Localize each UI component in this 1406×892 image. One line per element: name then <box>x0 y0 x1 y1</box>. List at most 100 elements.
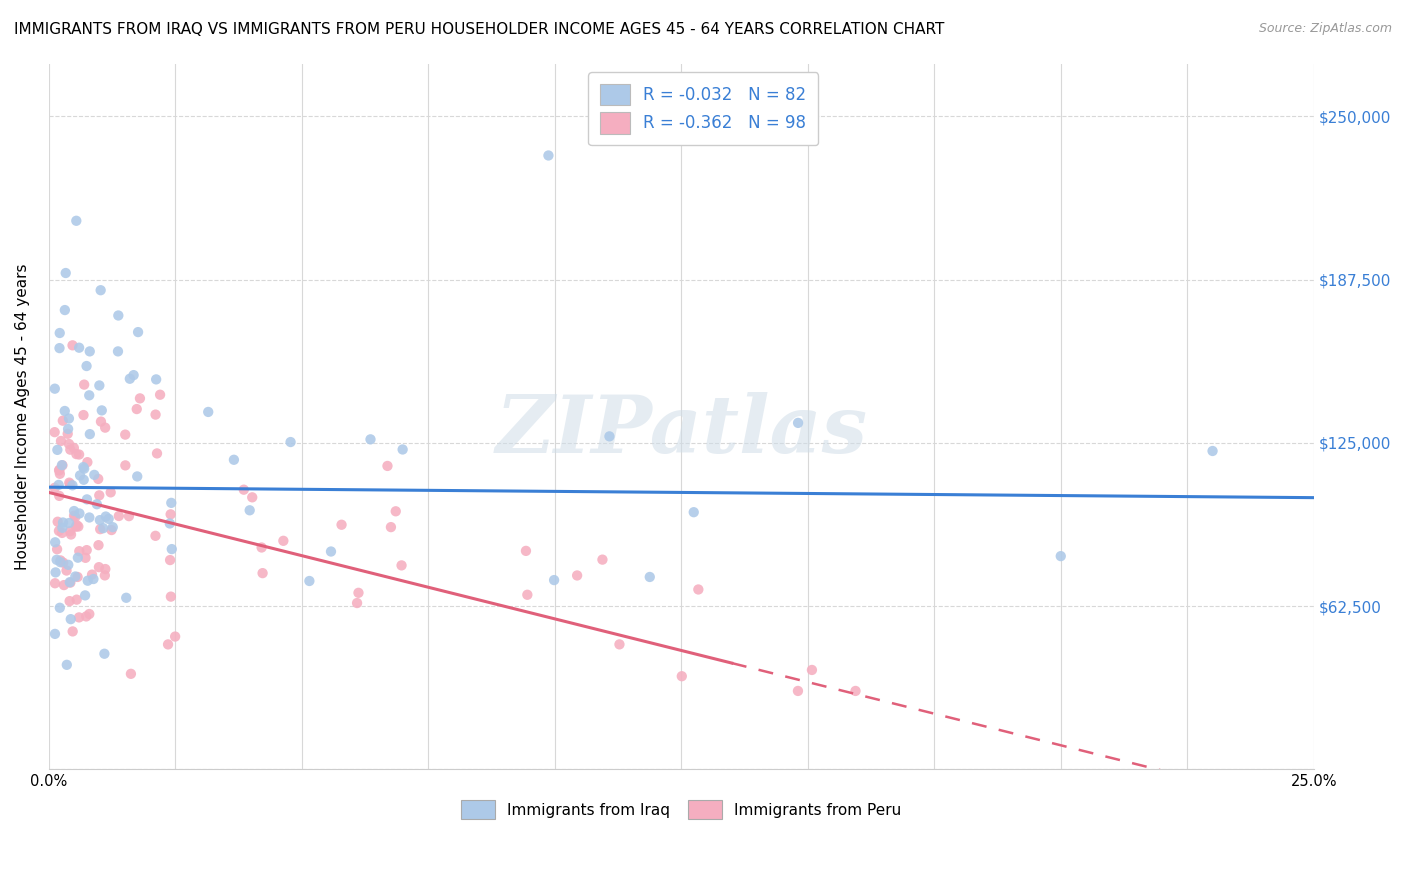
Point <box>787 416 810 430</box>
Point <box>59 477 82 491</box>
Point <box>1201 444 1223 458</box>
Point <box>75 550 97 565</box>
Point <box>565 568 588 582</box>
Point <box>58 558 80 572</box>
Point <box>100 523 122 537</box>
Point <box>49 600 72 615</box>
Point <box>240 491 263 505</box>
Point <box>59 594 82 608</box>
Point <box>360 433 382 447</box>
Point <box>51 521 73 535</box>
Point <box>90 403 112 417</box>
Point <box>73 461 96 475</box>
Point <box>280 435 302 450</box>
Point <box>51 458 73 473</box>
Point <box>638 570 661 584</box>
Point <box>149 388 172 402</box>
Point <box>107 344 129 359</box>
Point <box>48 489 70 503</box>
Point <box>146 446 169 460</box>
Point <box>384 504 406 518</box>
Point <box>59 442 82 457</box>
Point <box>239 503 262 517</box>
Point <box>49 467 72 481</box>
Point <box>347 586 370 600</box>
Point <box>62 624 84 639</box>
Point <box>118 372 141 386</box>
Point <box>844 684 866 698</box>
Point <box>232 483 254 497</box>
Point <box>45 553 67 567</box>
Point <box>60 527 83 541</box>
Point <box>66 550 89 565</box>
Point <box>66 570 89 584</box>
Point <box>76 455 98 469</box>
Text: IMMIGRANTS FROM IRAQ VS IMMIGRANTS FROM PERU HOUSEHOLDER INCOME AGES 45 - 64 YEA: IMMIGRANTS FROM IRAQ VS IMMIGRANTS FROM … <box>14 22 945 37</box>
Point <box>48 478 70 492</box>
Point <box>94 562 117 576</box>
Point <box>51 525 73 540</box>
Point <box>197 405 219 419</box>
Legend: Immigrants from Iraq, Immigrants from Peru: Immigrants from Iraq, Immigrants from Pe… <box>456 794 907 825</box>
Point <box>53 303 76 318</box>
Point <box>115 591 138 605</box>
Point <box>319 544 342 558</box>
Point <box>66 592 89 607</box>
Point <box>89 488 111 502</box>
Point <box>59 524 82 538</box>
Point <box>67 519 90 533</box>
Point <box>53 404 76 418</box>
Point <box>63 508 86 523</box>
Point <box>159 516 181 531</box>
Point <box>346 596 368 610</box>
Point <box>108 508 131 523</box>
Text: ZIPatlas: ZIPatlas <box>495 392 868 469</box>
Point <box>58 475 80 490</box>
Point <box>48 463 70 477</box>
Point <box>159 508 181 522</box>
Point <box>87 538 110 552</box>
Point <box>380 520 402 534</box>
Point <box>671 669 693 683</box>
Point <box>537 148 560 162</box>
Point <box>48 524 70 538</box>
Point <box>52 556 75 570</box>
Point <box>79 344 101 359</box>
Point <box>165 630 187 644</box>
Point <box>145 408 167 422</box>
Point <box>59 612 82 626</box>
Point <box>87 472 110 486</box>
Point <box>63 510 86 524</box>
Point <box>44 425 66 439</box>
Point <box>48 326 70 340</box>
Point <box>56 426 79 441</box>
Point <box>391 442 413 457</box>
Point <box>89 378 111 392</box>
Point <box>73 377 96 392</box>
Point <box>515 544 537 558</box>
Point <box>66 518 89 533</box>
Point <box>127 469 149 483</box>
Point <box>93 647 115 661</box>
Point <box>100 485 122 500</box>
Point <box>52 578 75 592</box>
Point <box>273 533 295 548</box>
Point <box>107 309 129 323</box>
Point <box>48 341 70 355</box>
Point <box>330 517 353 532</box>
Point <box>52 414 75 428</box>
Point <box>159 553 181 567</box>
Point <box>120 666 142 681</box>
Point <box>44 382 66 396</box>
Point <box>62 338 84 352</box>
Point <box>56 657 79 672</box>
Point <box>80 567 103 582</box>
Point <box>59 575 82 590</box>
Point <box>145 529 167 543</box>
Point <box>83 467 105 482</box>
Point <box>87 560 110 574</box>
Point <box>160 542 183 557</box>
Point <box>145 372 167 386</box>
Point <box>55 564 77 578</box>
Point <box>79 427 101 442</box>
